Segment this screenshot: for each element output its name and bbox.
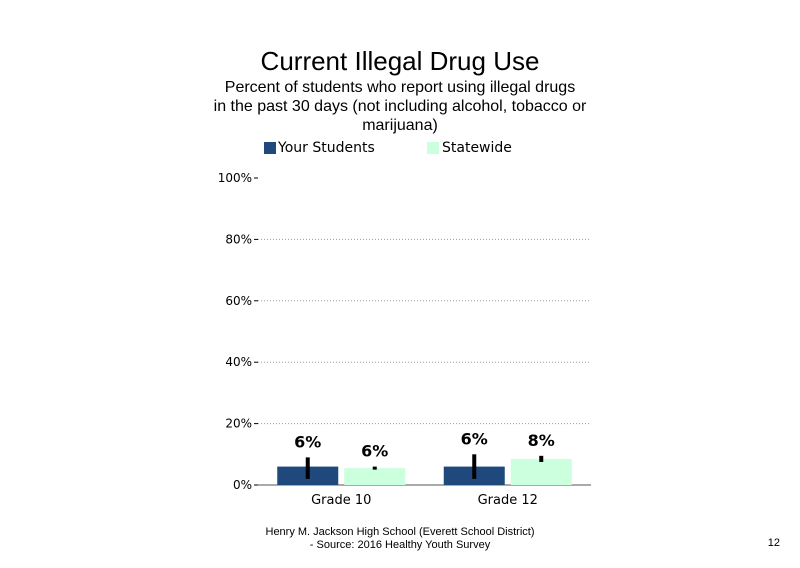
bar: [510, 458, 572, 485]
legend-label-your-students: Your Students: [278, 140, 375, 156]
subtitle-line-3: marijuana): [362, 117, 438, 134]
data-label: 6%: [294, 432, 321, 451]
data-label: 6%: [461, 429, 488, 448]
legend-swatch-your-students: [264, 142, 276, 154]
data-label: 6%: [361, 442, 388, 461]
y-tick-label: 20%: [225, 417, 252, 431]
footer: Henry M. Jackson High School (Everett Sc…: [200, 526, 600, 552]
y-tick-label: 40%: [225, 355, 252, 369]
data-label: 8%: [528, 431, 555, 450]
legend-swatch-statewide: [427, 142, 439, 154]
y-tick-label: 0%: [233, 478, 252, 492]
bar: [344, 468, 406, 485]
chart-subtitle: Percent of students who report using ill…: [200, 78, 600, 135]
subtitle-line-1: Percent of students who report using ill…: [224, 79, 576, 96]
y-tick-label: 60%: [225, 294, 252, 308]
legend-label-statewide: Statewide: [442, 140, 512, 156]
x-tick-label: Grade 10: [311, 493, 371, 508]
page-number: 12: [767, 537, 780, 549]
bar-chart: 0% 20% 40% 60% 80% 100% 6% 6% Grade 10 6% 8% Grade …: [218, 171, 591, 508]
x-tick-label: Grade 12: [478, 493, 538, 508]
footer-source: - Source: 2016 Healthy Youth Survey: [309, 539, 491, 551]
chart-title: Current Illegal Drug Use: [260, 46, 540, 76]
y-tick-label: 80%: [225, 232, 252, 246]
footer-school: Henry M. Jackson High School (Everett Sc…: [265, 526, 535, 538]
y-tick-label: 100%: [218, 171, 252, 185]
subtitle-line-2: in the past 30 days (not including alcoh…: [213, 98, 587, 115]
